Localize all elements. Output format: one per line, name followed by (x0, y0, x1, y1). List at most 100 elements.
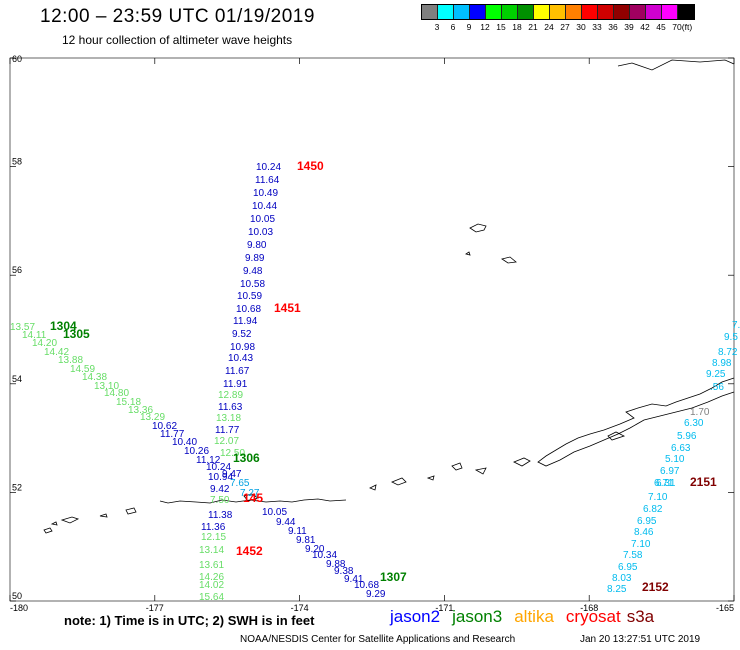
scale-swatch (486, 5, 502, 19)
jason2-wave-value: 11.91 (223, 379, 248, 390)
jason3-wave-value: 7.50 (210, 495, 230, 506)
jason2-wave-value: 10.49 (253, 188, 278, 199)
jason2-wave-value: 10.24 (256, 162, 281, 173)
scale-swatch (502, 5, 518, 19)
altika-wave-value: 6.95 (618, 562, 638, 573)
jason2-wave-value: 9.81 (296, 535, 316, 546)
jason2-wave-value: 10.34 (312, 550, 337, 561)
altimeter-track-values: 10.24 11.64 10.49 10.44 10.05 10.03 9.80 9.89 9.… (10, 162, 740, 603)
footer-note: note: 1) Time is in UTC; 2) SWH is in fe… (64, 613, 315, 628)
scale-swatch (630, 5, 646, 19)
color-scale: 3 6 9 12 15 18 21 24 27 30 33 36 39 42 45 70 (ft) (421, 4, 695, 32)
scale-label: 42 (640, 22, 650, 32)
jason2-wave-value: 11.94 (233, 316, 258, 327)
jason2-wave-value: 9.42 (210, 484, 230, 495)
scale-swatch (614, 5, 630, 19)
pass-id-label: 1452 (236, 544, 263, 558)
legend-jason2: jason2 (390, 607, 441, 626)
jason2-wave-value: 9.29 (366, 589, 386, 600)
jason2-wave-value: 10.62 (152, 421, 177, 432)
jason3-wave-value: 12.89 (218, 390, 243, 401)
legend-cryosat: cryosat (565, 607, 621, 626)
pass-id-label: 1450 (297, 159, 324, 173)
jason2-wave-value: 11.64 (255, 175, 280, 186)
scale-label: 9 (466, 22, 472, 32)
altika-wave-value: 8.98 (712, 358, 732, 369)
jason2-wave-value: 11.63 (218, 402, 243, 413)
jason3-wave-value: 13.14 (199, 545, 224, 556)
scale-swatch (422, 5, 438, 19)
jason2-wave-value: 9.52 (232, 329, 252, 340)
gray-wave-value: 1.70 (690, 407, 710, 418)
jason3-wave-value: 15.64 (199, 592, 224, 603)
jason2-wave-value: 10.68 (354, 580, 379, 591)
altika-wave-value: 5.10 (665, 454, 685, 465)
jason3-wave-value: 13.10 (94, 381, 119, 392)
scale-swatch (454, 5, 470, 19)
scale-label: 21 (528, 22, 538, 32)
axis-ticks (9, 57, 735, 602)
jason3-wave-value: 14.42 (44, 347, 69, 358)
jason3-wave-value: 15.18 (116, 397, 141, 408)
altika-wave-value: 6.97 (660, 466, 680, 477)
pass-id-label: 1304 (50, 319, 77, 333)
altika-wave-value: 7.10 (631, 539, 651, 550)
jason2-wave-value: 11.77 (160, 429, 185, 440)
scale-swatch (534, 5, 550, 19)
jason2-wave-value: 10.68 (236, 304, 261, 315)
jason3-wave-value: 14.38 (82, 372, 107, 383)
jason2-wave-value: 11.38 (208, 510, 233, 521)
scale-label: 3 (434, 22, 440, 32)
jason2-wave-value: 9.89 (245, 253, 265, 264)
longitude-label: -177 (146, 603, 164, 613)
jason2-wave-value: 9.80 (247, 240, 267, 251)
altika-wave-value: 8.46 (634, 527, 654, 538)
scale-swatch (518, 5, 534, 19)
scale-label: (ft) (681, 22, 693, 32)
scale-label: 33 (592, 22, 602, 32)
jason3-wave-value: 14.59 (70, 364, 95, 375)
scale-swatch (550, 5, 566, 19)
pass-id-label: 1451 (274, 301, 301, 315)
scale-swatch (662, 5, 678, 19)
jason3-wave-value: 14.80 (104, 388, 129, 399)
map-title: 12:00 – 23:59 UTC 01/19/2019 (40, 6, 315, 27)
jason2-wave-value: 11.36 (201, 522, 226, 533)
jason2-wave-value: 10.98 (230, 342, 255, 353)
scale-label: 39 (624, 22, 634, 32)
altika-wave-value: 6.63 (671, 443, 691, 454)
scale-label: 18 (512, 22, 522, 32)
scale-label: 45 (656, 22, 666, 32)
jason2-wave-value: 10.58 (240, 279, 265, 290)
jason2-wave-value: 10.03 (248, 227, 273, 238)
map-subtitle: 12 hour collection of altimeter wave hei… (62, 33, 293, 47)
scale-swatch (598, 5, 614, 19)
jason3-wave-value: 14.02 (199, 580, 224, 591)
jason2-wave-value: 10.24 (206, 462, 231, 473)
scale-swatch (438, 5, 454, 19)
legend-altika: altika (514, 607, 554, 626)
jason2-wave-value: 10.05 (250, 214, 275, 225)
color-scale-swatches (421, 4, 695, 20)
latitude-label: 52 (12, 482, 22, 492)
jason2-wave-value: 10.44 (252, 201, 277, 212)
map-frame (9, 57, 735, 602)
scale-swatch (470, 5, 486, 19)
latitude-label: 50 (12, 591, 22, 601)
altika-wave-value: 6.95 (637, 516, 657, 527)
jason3-wave-value: 12.15 (201, 532, 226, 543)
jason2-wave-value: 11.12 (196, 455, 221, 466)
jason2-wave-value: 9.88 (326, 559, 346, 570)
longitude-labels: -180 -177 -174 -171 -168 -165 (10, 603, 734, 613)
jason3-wave-value: 14.11 (22, 330, 47, 341)
scale-swatch (582, 5, 598, 19)
scale-swatch (566, 5, 582, 19)
footer-timestamp: Jan 20 13:27:51 UTC 2019 (580, 634, 701, 645)
scale-label: 24 (544, 22, 554, 32)
altika-wave-value: .56 (710, 382, 724, 393)
altika-wave-value: 8.72 (718, 347, 738, 358)
jason2-wave-value: 10.43 (228, 353, 253, 364)
latitude-label: 54 (12, 374, 22, 384)
longitude-label: -171 (435, 603, 453, 613)
